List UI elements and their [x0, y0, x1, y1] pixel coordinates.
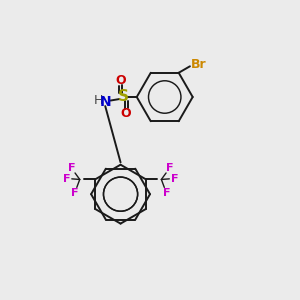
Text: O: O — [116, 74, 127, 87]
Text: Br: Br — [191, 58, 207, 71]
Text: H: H — [94, 94, 104, 107]
Text: F: F — [68, 163, 75, 173]
Text: O: O — [121, 107, 131, 120]
Text: F: F — [166, 163, 173, 173]
Text: F: F — [71, 188, 78, 198]
Text: F: F — [163, 188, 170, 198]
Text: F: F — [63, 174, 70, 184]
Text: F: F — [171, 174, 178, 184]
Text: S: S — [118, 89, 129, 104]
Text: N: N — [99, 95, 111, 109]
